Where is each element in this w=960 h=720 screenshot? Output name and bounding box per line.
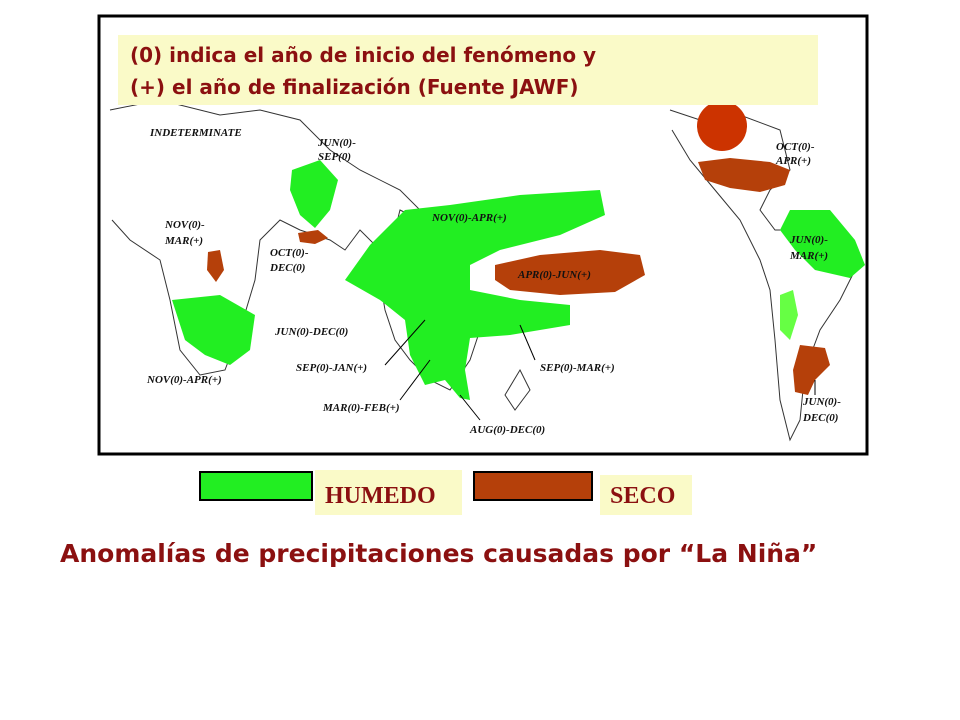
- map-label: SEP(0): [318, 151, 351, 163]
- caption: Anomalías de precipitaciones causadas po…: [60, 539, 818, 568]
- dry-region: [697, 101, 747, 151]
- wet-regions: [172, 160, 865, 400]
- map-label: INDETERMINATE: [149, 127, 242, 139]
- wet-region: [290, 160, 338, 228]
- map-label: DEC(0): [802, 412, 838, 424]
- legend-label: HUMEDO: [325, 483, 436, 509]
- map-label: DEC(0): [269, 262, 305, 274]
- map-label: OCT(0)-: [776, 141, 815, 153]
- map-label: MAR(0)-FEB(+): [322, 402, 400, 414]
- map-label: NOV(0)-APR(+): [431, 212, 507, 224]
- dry-region: [298, 230, 328, 244]
- wet-region: [780, 210, 865, 278]
- map-labels: INDETERMINATE JUN(0)- SEP(0) NOV(0)- MAR…: [146, 127, 841, 436]
- dry-region: [207, 250, 224, 282]
- legend-label: SECO: [610, 483, 675, 509]
- map-label: OCT(0)-: [270, 247, 309, 259]
- legend-swatch-dry: [473, 471, 593, 501]
- wet-region: [345, 190, 605, 400]
- map-label: APR(+): [775, 155, 811, 167]
- pointer-lines: [384, 319, 816, 421]
- dry-regions: [207, 101, 830, 395]
- map-label: JUN(0)-: [317, 137, 356, 149]
- map-label: APR(0)-JUN(+): [517, 269, 591, 281]
- map-label: NOV(0)-: [164, 219, 205, 231]
- note-line: (+) el año de finalización (Fuente JAWF): [130, 75, 579, 99]
- legend-swatch-wet: [199, 471, 313, 501]
- legend-label-box: [315, 470, 462, 515]
- note-line: (0) indica el año de inicio del fenómeno…: [130, 43, 596, 67]
- note-box: [118, 35, 818, 105]
- map-label: SEP(0)-MAR(+): [540, 362, 615, 374]
- legend-label-box: [600, 475, 692, 515]
- map-label: MAR(+): [164, 235, 203, 247]
- map-label: JUN(0)-: [802, 396, 841, 408]
- map-label: MAR(+): [789, 250, 828, 262]
- map-label: NOV(0)-APR(+): [146, 374, 222, 386]
- dry-region: [495, 250, 645, 295]
- wet-region: [172, 295, 255, 365]
- map-label: SEP(0)-JAN(+): [296, 362, 367, 374]
- dry-region: [793, 345, 830, 395]
- wet-region: [780, 290, 798, 340]
- map-label: JUN(0)-DEC(0): [274, 326, 348, 338]
- map-label: JUN(0)-: [789, 234, 828, 246]
- dry-region: [698, 158, 790, 192]
- map-label: AUG(0)-DEC(0): [469, 424, 545, 436]
